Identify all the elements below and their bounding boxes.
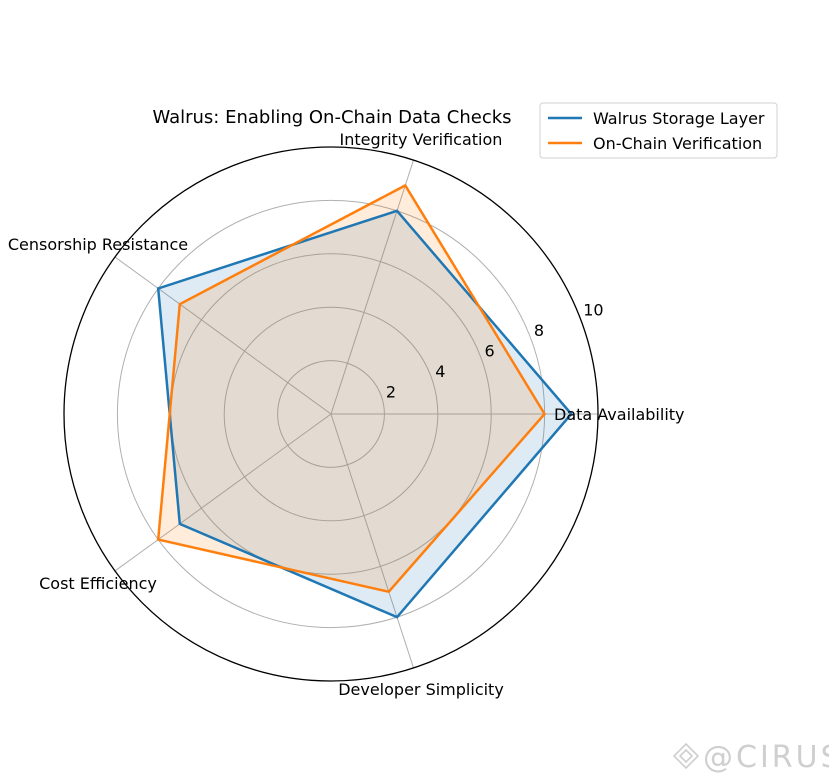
category-labels: Data Availability Integrity Verification C… (8, 130, 685, 699)
series-layer (156, 183, 573, 619)
rtick-label-10: 10 (583, 301, 603, 320)
legend-box (539, 102, 778, 159)
series-line-1 (156, 183, 547, 594)
rtick-label-8: 8 (534, 321, 544, 340)
spoke-4 (330, 413, 414, 669)
series-fill-0 (158, 210, 572, 618)
outer-ring (63, 146, 599, 682)
rtick-label-4: 4 (435, 362, 445, 381)
spoke-3 (114, 413, 332, 572)
chart-title: Walrus: Enabling On-Chain Data Checks (152, 107, 511, 128)
category-label-1: Integrity Verification (340, 130, 503, 149)
legend: Walrus Storage Layer On-Chain Verificati… (539, 102, 778, 159)
category-label-0: Data Availability (554, 405, 685, 424)
watermark-text: @CIRUS (703, 740, 829, 775)
series-line-0 (156, 209, 573, 619)
spoke-1 (330, 159, 414, 415)
radial-ticks: 2 4 6 8 10 (386, 301, 604, 402)
series-fill-1 (158, 185, 545, 592)
legend-label-walrus: Walrus Storage Layer (593, 109, 765, 128)
category-label-4: Developer Simplicity (338, 680, 504, 699)
rtick-label-6: 6 (485, 341, 495, 360)
watermark: @CIRUS (672, 740, 829, 775)
category-label-3: Cost Efficiency (39, 574, 157, 593)
binance-diamond-icon (672, 742, 700, 770)
rtick-label-2: 2 (386, 382, 396, 401)
legend-label-onchain: On-Chain Verification (593, 134, 762, 153)
category-label-2: Censorship Resistance (8, 235, 188, 254)
spoke-2 (114, 256, 332, 415)
